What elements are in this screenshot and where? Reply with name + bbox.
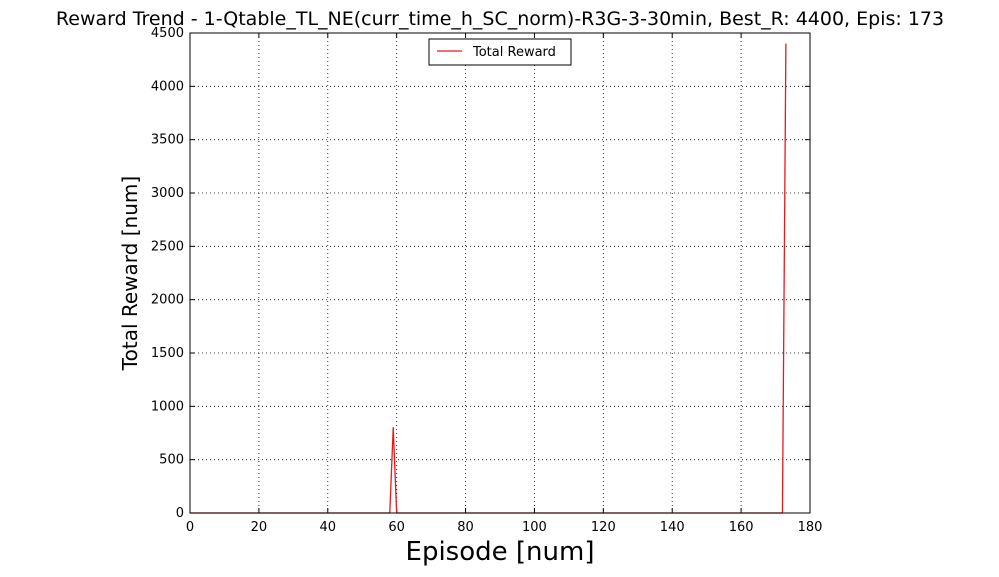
y-axis-ticks: 0 500 1000 1500 2000 2500 3000 3500 4000 4500 [151,26,810,521]
x-tick-label: 100 [522,520,547,535]
x-axis-ticks: 0 20 40 60 80 100 120 140 160 180 [186,33,823,535]
y-tick-label: 2500 [151,239,184,254]
x-tick-label: 80 [457,520,474,535]
x-tick-label: 160 [729,520,754,535]
x-tick-label: 0 [186,520,194,535]
y-tick-label: 2000 [151,293,184,308]
legend-box [428,38,572,66]
legend-label-total-reward: Total Reward [472,45,556,60]
x-tick-label: 60 [388,520,405,535]
x-tick-label: 40 [320,520,337,535]
y-tick-label: 1000 [151,399,184,414]
series-line-total-reward [190,43,787,514]
y-tick-label: 0 [176,506,184,521]
legend: Total Reward [428,38,572,66]
y-tick-label: 3500 [151,133,184,148]
x-tick-label: 20 [251,520,268,535]
x-tick-label: 140 [660,520,685,535]
y-tick-label: 4500 [151,26,184,41]
grid [190,33,810,513]
plot-frame [189,32,811,514]
x-tick-label: 180 [798,520,823,535]
x-tick-label: 120 [591,520,616,535]
chart-title: Reward Trend - 1-Qtable_TL_NE(curr_time_… [56,8,944,30]
y-tick-label: 500 [159,453,184,468]
x-axis-label: Episode [num] [406,537,595,567]
series-layer [190,43,787,514]
y-tick-label: 3000 [151,186,184,201]
y-tick-label: 1500 [151,346,184,361]
y-axis-label: Total Reward [num] [118,176,142,371]
y-tick-label: 4000 [151,79,184,94]
